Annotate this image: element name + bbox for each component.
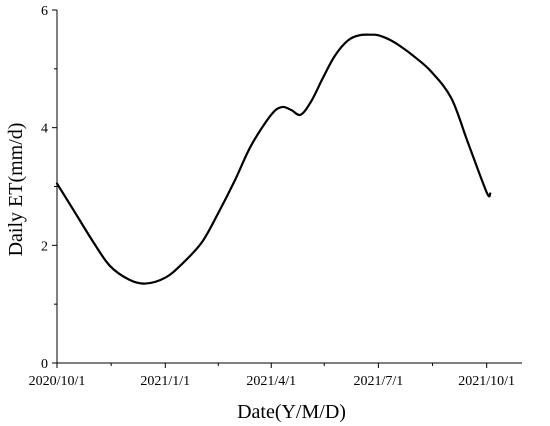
- y-tick-label: 0: [41, 357, 48, 372]
- y-tick-label: 6: [41, 4, 48, 19]
- y-tick-label: 2: [41, 239, 48, 254]
- x-tick-label: 2021/1/1: [140, 374, 190, 389]
- daily-et-series-line: [55, 33, 492, 285]
- plot-frame: [56, 10, 522, 364]
- x-axis-ticks: 2020/10/1 2021/1/1 2021/4/1 2021/7/1 2021/10…: [29, 363, 515, 389]
- x-tick-label: 2021/10/1: [458, 374, 515, 389]
- x-axis-title: Date(Y/M/D): [237, 401, 346, 423]
- y-tick-label: 4: [41, 122, 48, 137]
- y-axis-ticks: 0 2 4 6: [41, 4, 57, 372]
- x-tick-label: 2021/7/1: [353, 374, 403, 389]
- x-tick-label: 2020/10/1: [29, 374, 86, 389]
- x-tick-label: 2021/4/1: [246, 374, 296, 389]
- y-axis-title: Daily ET(mm/d): [5, 123, 27, 257]
